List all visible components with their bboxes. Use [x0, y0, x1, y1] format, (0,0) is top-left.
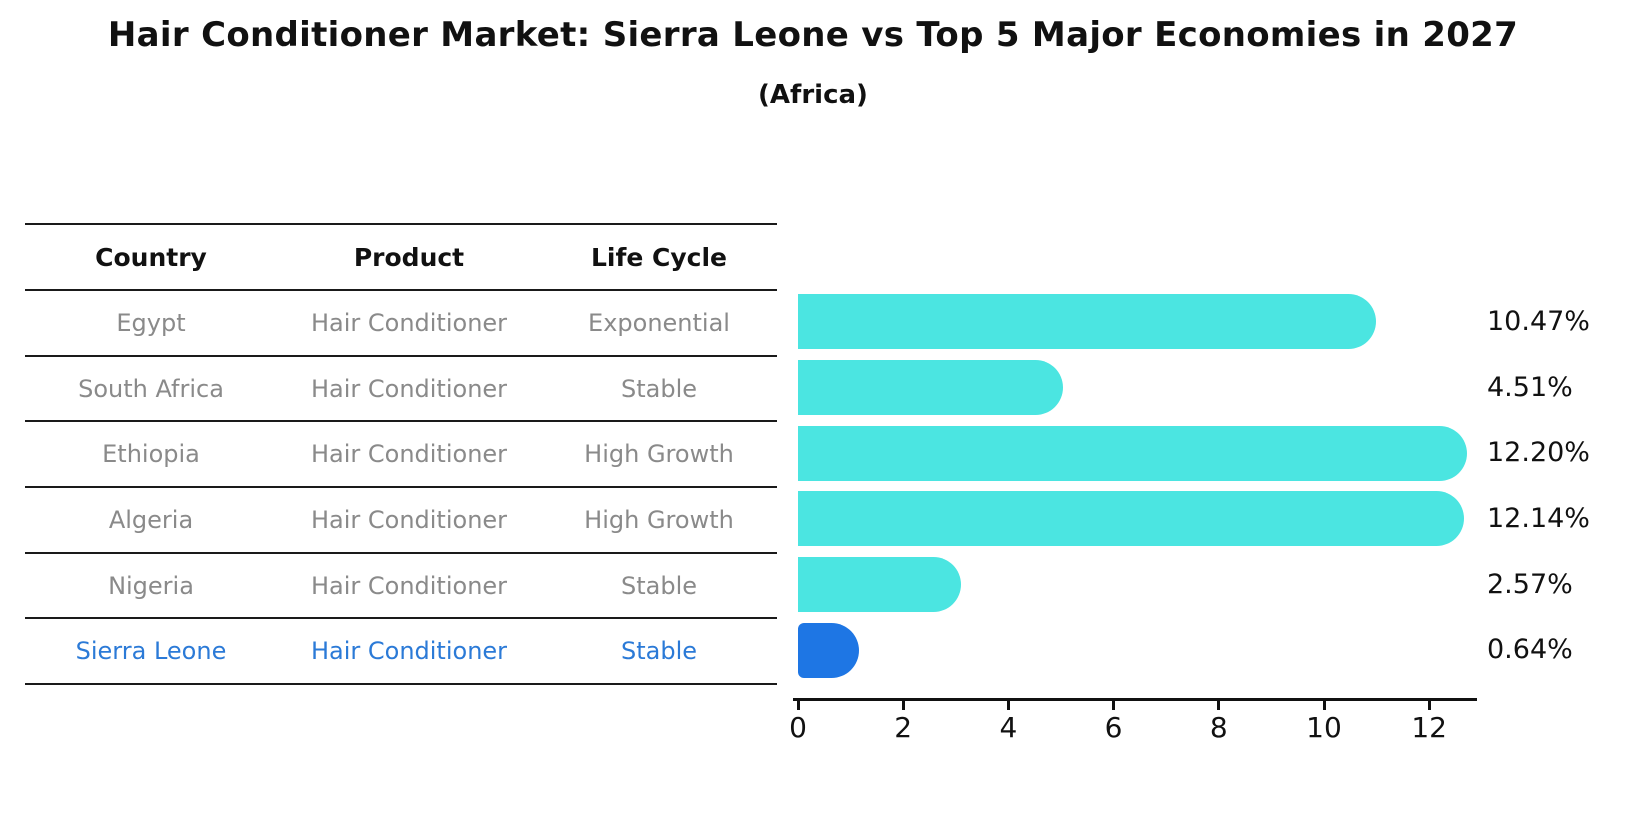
cell-product: Hair Conditioner: [310, 440, 508, 469]
column-header-life-cycle: Life Cycle: [590, 242, 728, 272]
x-tick-label-4: 4: [999, 711, 1018, 744]
x-tick-label-12: 12: [1411, 711, 1447, 744]
x-tick-mark-10: [1322, 700, 1326, 710]
table-row-nigeria: Nigeria Hair Conditioner Stable: [25, 554, 777, 620]
value-label-egypt: 10.47%: [1487, 305, 1590, 337]
x-tick-label-8: 8: [1209, 711, 1228, 744]
x-tick-label-6: 6: [1104, 711, 1123, 744]
table-row-south-africa: South Africa Hair Conditioner Stable: [25, 357, 777, 423]
x-tick-mark-2: [901, 700, 905, 710]
cell-country: Ethiopia: [102, 440, 200, 469]
value-label-ethiopia: 12.20%: [1487, 437, 1590, 469]
cell-country: South Africa: [78, 374, 224, 403]
bar-nigeria: [798, 557, 961, 613]
cell-product: Hair Conditioner: [310, 374, 508, 403]
comparison-table: Country Product Life Cycle Egypt Hair Con…: [25, 223, 777, 686]
table-header-row: Country Product Life Cycle: [25, 225, 777, 291]
cell-life-cycle: Exponential: [588, 308, 730, 337]
x-tick-mark-4: [1006, 700, 1010, 710]
value-label-algeria: 12.14%: [1487, 502, 1590, 534]
cell-life-cycle: High Growth: [584, 505, 734, 534]
table-row-ethiopia: Ethiopia Hair Conditioner High Growth: [25, 422, 777, 489]
cell-life-cycle: High Growth: [584, 440, 734, 469]
column-header-product: Product: [353, 242, 465, 272]
cell-country: Egypt: [116, 308, 186, 337]
column-header-country: Country: [95, 242, 207, 272]
table-row-algeria: Algeria Hair Conditioner High Growth: [25, 488, 777, 554]
bar-algeria: [798, 491, 1465, 547]
bar-sierra-leone: [798, 622, 860, 678]
cell-product: Hair Conditioner: [310, 571, 508, 600]
table-body: Egypt Hair Conditioner Exponential South Af…: [25, 291, 777, 686]
cell-life-cycle: Stable: [620, 571, 698, 600]
x-tick-label-0: 0: [789, 711, 807, 744]
chart-title: Hair Conditioner Market: Sierra Leone vs…: [107, 15, 1519, 55]
x-tick-mark-6: [1112, 700, 1116, 710]
cell-product: Hair Conditioner: [310, 505, 508, 534]
bar-ethiopia: [798, 425, 1468, 481]
cell-country: Sierra Leone: [75, 637, 227, 666]
cell-life-cycle: Stable: [620, 374, 698, 403]
cell-product: Hair Conditioner: [310, 637, 508, 666]
x-tick-mark-8: [1217, 700, 1221, 710]
table-row-egypt: Egypt Hair Conditioner Exponential: [25, 291, 777, 357]
value-label-sierra-leone: 0.64%: [1487, 634, 1573, 666]
x-tick-mark-0: [796, 700, 800, 710]
table-row-sierra-leone: Sierra Leone Hair Conditioner Stable: [25, 619, 777, 686]
bar-south-africa: [798, 360, 1063, 416]
value-label-nigeria: 2.57%: [1487, 568, 1573, 600]
x-tick-mark-12: [1427, 700, 1431, 710]
x-tick-label-10: 10: [1306, 711, 1342, 744]
cell-product: Hair Conditioner: [310, 308, 508, 337]
cell-life-cycle: Stable: [620, 637, 698, 666]
cell-country: Nigeria: [108, 571, 194, 600]
chart-subtitle: (Africa): [758, 80, 868, 110]
value-label-south-africa: 4.51%: [1487, 371, 1573, 403]
cell-country: Algeria: [108, 505, 194, 534]
x-axis-line: [793, 698, 1477, 701]
x-tick-label-2: 2: [894, 711, 913, 744]
bar-egypt: [798, 294, 1377, 350]
